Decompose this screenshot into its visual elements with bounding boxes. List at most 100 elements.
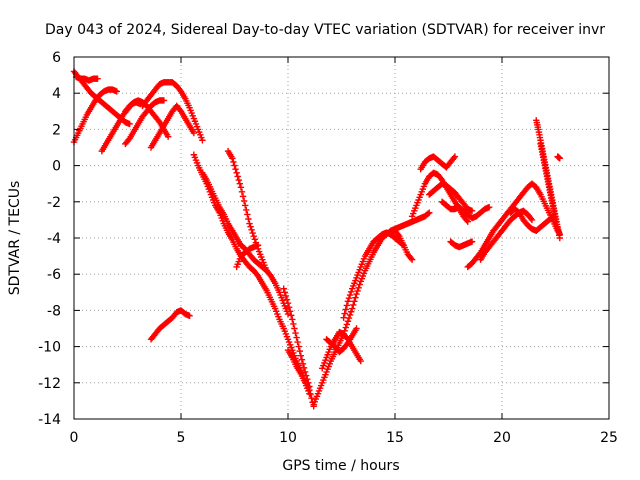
data-point [527, 215, 535, 222]
data-point [247, 223, 254, 230]
data-point [342, 306, 349, 313]
data-point [347, 288, 355, 296]
data-point [426, 209, 433, 216]
data-point [342, 324, 349, 331]
data-point [346, 291, 354, 299]
y-tick-label: -10 [38, 340, 61, 356]
data-point [295, 343, 302, 350]
data-point [238, 188, 246, 196]
data-point [234, 173, 241, 180]
data-point [246, 220, 253, 227]
data-point [164, 133, 172, 140]
series-arc-bb [507, 205, 557, 234]
series-arc-c [70, 86, 120, 146]
data-point [263, 267, 270, 274]
series-arc-i [147, 307, 193, 343]
data-point [280, 285, 287, 292]
data-point [306, 390, 313, 397]
data-point [245, 215, 252, 223]
data-point [251, 236, 259, 243]
data-point [528, 216, 536, 224]
data-point [355, 284, 362, 291]
y-tick-label: 4 [52, 86, 61, 102]
data-point [283, 296, 291, 303]
data-point [293, 334, 300, 341]
data-point [229, 155, 236, 162]
y-tick-labels: -14 -12 -10 -8 -6 -4 -2 0 2 4 6 [38, 50, 61, 428]
x-tick-label: 10 [279, 430, 297, 446]
data-point [300, 364, 308, 372]
data-point [242, 202, 249, 209]
series-arc-aa [477, 207, 536, 263]
series-arc-w [426, 180, 476, 215]
data-point [556, 231, 563, 238]
series-arc-x [438, 198, 493, 222]
y-tick-label: -12 [38, 376, 61, 392]
data-point [94, 75, 101, 82]
series-arc-h [147, 102, 198, 151]
series-arc-g [139, 79, 206, 144]
data-point [254, 242, 262, 249]
series-arc-s [340, 229, 407, 321]
data-point [282, 292, 290, 300]
data-point [344, 298, 352, 305]
data-point [395, 231, 402, 239]
series-arc-dd [537, 140, 563, 238]
data-point [249, 229, 256, 237]
data-point [299, 360, 307, 367]
data-point [289, 316, 296, 323]
series-arc-r [323, 325, 360, 356]
data-point [233, 169, 240, 177]
data-point [294, 338, 301, 346]
data-point [286, 308, 294, 315]
data-point [463, 217, 470, 224]
data-point [186, 312, 193, 320]
data-point [408, 256, 416, 263]
x-tick-label: 5 [177, 430, 186, 446]
x-tick-label: 0 [70, 430, 79, 446]
x-tick-labels: 0 5 10 15 20 25 [70, 430, 618, 446]
data-point [343, 302, 351, 309]
series-arc-b [72, 73, 101, 84]
y-tick-label: -14 [38, 412, 61, 428]
data-point [468, 207, 476, 215]
y-tick-label: 0 [52, 159, 61, 175]
data-point [485, 204, 493, 211]
series-arc-t [387, 227, 416, 263]
data-point [345, 314, 353, 322]
data-point [292, 329, 299, 337]
data-point [468, 238, 476, 245]
data-point [248, 226, 255, 234]
data-point [308, 394, 315, 402]
data-point [160, 97, 168, 104]
data-point [236, 180, 244, 187]
data-point [296, 347, 303, 355]
y-tick-label: 6 [52, 50, 61, 66]
data-point [407, 255, 415, 262]
data-point [126, 120, 133, 128]
y-tick-label: -8 [47, 303, 61, 319]
data-point [353, 290, 360, 298]
data-point [450, 154, 458, 162]
y-tick-label: 2 [52, 122, 61, 138]
data-point [352, 294, 359, 301]
axis-ticks [73, 56, 610, 420]
data-point [232, 166, 239, 173]
data-point [351, 298, 358, 305]
data-point [424, 210, 432, 217]
y-tick-label: -4 [47, 231, 61, 247]
data-point [346, 311, 354, 319]
data-point [340, 314, 347, 321]
x-tick-label: 15 [386, 430, 404, 446]
data-point [243, 206, 250, 214]
data-point [231, 162, 238, 169]
data-point [235, 176, 242, 184]
x-tick-label: 20 [493, 430, 511, 446]
series-arc-k [199, 169, 292, 318]
series-arc-m [233, 242, 262, 271]
data-point [304, 375, 311, 383]
data-point [240, 197, 248, 205]
y-tick-label: -2 [47, 195, 61, 211]
data-point [250, 232, 257, 240]
